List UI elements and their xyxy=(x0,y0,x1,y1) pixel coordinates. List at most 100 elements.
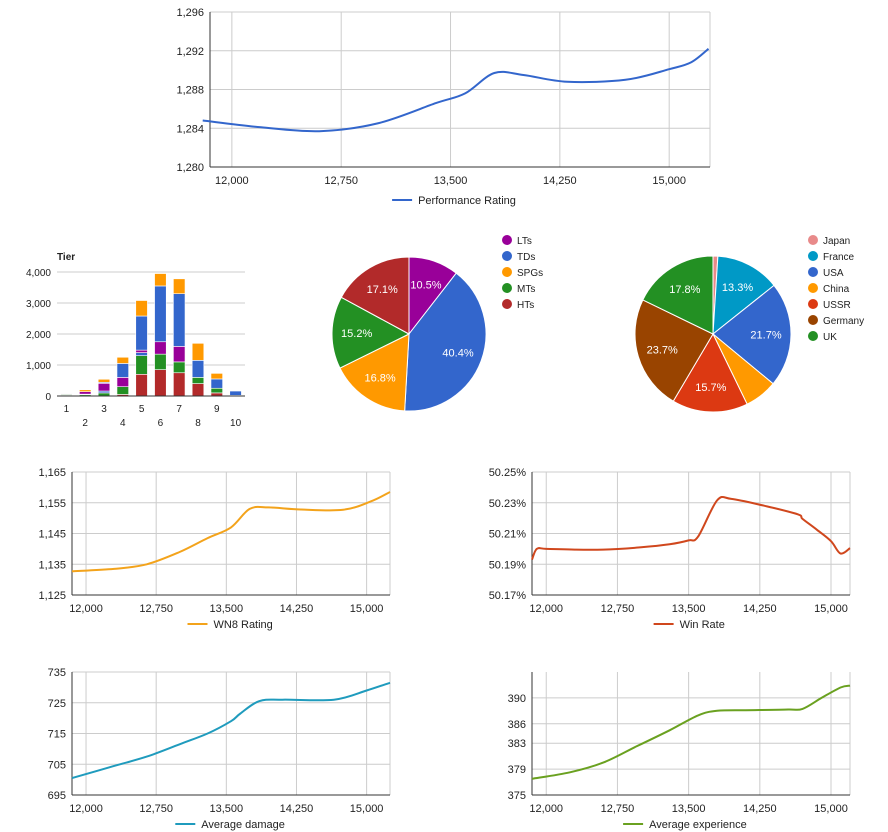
bar-segment xyxy=(135,352,148,357)
pie-chart-2: 10.5% 40.4% 16.8% 15.2% 17.1% LTs TDs SPGs MTs HT… xyxy=(331,235,543,412)
bar-segment xyxy=(135,349,148,353)
x-tick-label: 14,250 xyxy=(280,803,314,815)
x-tick-label: 12,750 xyxy=(139,603,173,615)
y-tick-label: 386 xyxy=(508,719,526,731)
bar-segment xyxy=(173,278,186,295)
y-tick-label: 50.17% xyxy=(489,590,527,602)
pie-slice xyxy=(712,255,775,336)
y-tick-label: 4,000 xyxy=(26,268,51,279)
x-tick-label: 12,000 xyxy=(69,803,103,815)
slice-label: 13.3% xyxy=(722,282,753,294)
y-tick-label: 50.21% xyxy=(489,529,527,541)
x-tick-label: 5 xyxy=(139,404,145,415)
x-tick-label: 1 xyxy=(64,404,70,415)
x-tick-label: 10 xyxy=(230,418,242,429)
bar-segment xyxy=(173,293,186,347)
legend-swatch xyxy=(808,315,818,325)
x-tick-label: 13,500 xyxy=(434,175,468,187)
chart-title: Tier xyxy=(57,252,75,263)
bar-segment xyxy=(154,285,167,343)
bar-segment xyxy=(97,382,111,392)
x-tick-label: 6 xyxy=(158,418,164,429)
slice-label: 17.8% xyxy=(669,284,700,296)
slice-label: 40.4% xyxy=(442,347,473,359)
x-tick-label: 12,000 xyxy=(69,603,103,615)
line-chart-7: 375 379 383 386 390 12,000 12,750 13,500 14,250 1… xyxy=(508,672,851,831)
x-tick-label: 3 xyxy=(101,404,107,415)
y-tick-label: 1,000 xyxy=(26,361,51,372)
bar-segment xyxy=(154,341,167,355)
x-tick-label: 14,250 xyxy=(743,803,777,815)
legend-label: Win Rate xyxy=(680,619,725,631)
bar-segment xyxy=(135,373,148,397)
pie-slice xyxy=(340,256,410,335)
bar-segment xyxy=(116,356,129,364)
x-tick-label: 13,500 xyxy=(672,603,706,615)
legend: Average experience xyxy=(623,819,747,831)
bar-segment xyxy=(191,360,205,378)
y-tick-label: 50.23% xyxy=(489,498,527,510)
bar-segment xyxy=(135,315,148,351)
y-tick-label: 1,292 xyxy=(176,46,204,58)
x-tick-label: 2 xyxy=(82,418,88,429)
bar-segment xyxy=(116,377,129,387)
bar-segment xyxy=(173,346,186,363)
series-line xyxy=(71,491,391,573)
legend-label: Average experience xyxy=(649,819,747,831)
legend-swatch xyxy=(502,299,512,309)
legend-label: USA xyxy=(823,268,844,279)
legend: Average damage xyxy=(175,819,285,831)
legend-label: Performance Rating xyxy=(418,195,516,207)
x-tick-label: 14,250 xyxy=(543,175,577,187)
pie-slice xyxy=(642,255,714,335)
y-tick-label: 1,125 xyxy=(38,590,66,602)
x-tick-label: 9 xyxy=(214,404,220,415)
legend-label: LTs xyxy=(517,236,532,247)
legend-swatch xyxy=(502,235,512,245)
x-tick-label: 12,750 xyxy=(139,803,173,815)
x-tick-label: 12,750 xyxy=(601,603,635,615)
pie-slice xyxy=(339,333,410,412)
bar-segment xyxy=(79,391,92,395)
y-tick-label: 1,296 xyxy=(176,7,204,19)
y-tick-label: 0 xyxy=(45,392,51,403)
slice-label: 23.7% xyxy=(647,344,678,356)
x-tick-label: 12,750 xyxy=(601,803,635,815)
legend-label: MTs xyxy=(517,284,535,295)
legend: Win Rate xyxy=(653,619,725,631)
x-tick-label: 14,250 xyxy=(743,603,777,615)
legend: WN8 Rating xyxy=(187,619,273,631)
y-tick-label: 695 xyxy=(48,790,66,802)
legend-swatch xyxy=(502,267,512,277)
legend-label: WN8 Rating xyxy=(214,619,273,631)
bar-segment xyxy=(191,342,205,361)
bar-segment xyxy=(154,353,167,370)
bar-segment xyxy=(191,383,205,397)
bar-segment xyxy=(173,372,186,397)
series-line xyxy=(531,684,851,780)
legend: Performance Rating xyxy=(392,195,516,207)
bar-segment xyxy=(135,300,148,317)
x-tick-label: 12,000 xyxy=(215,175,249,187)
series-line xyxy=(202,48,710,133)
legend: LTs TDs SPGs MTs HTs xyxy=(502,235,543,311)
legend-label: Average damage xyxy=(201,819,285,831)
bar-segment xyxy=(173,361,186,374)
slice-label: 15.7% xyxy=(695,382,726,394)
y-tick-label: 3,000 xyxy=(26,299,51,310)
stacked-bar-chart-1: Tier 0 1,000 2,000 3,000 4,000 1 2 3 4 5 6 7 8 9 10 xyxy=(26,252,245,429)
legend-swatch xyxy=(808,283,818,293)
y-tick-label: 383 xyxy=(508,738,526,750)
x-tick-label: 15,000 xyxy=(814,803,848,815)
legend-label: SPGs xyxy=(517,268,543,279)
series-line xyxy=(71,681,391,780)
x-tick-label: 13,500 xyxy=(209,803,243,815)
y-tick-label: 705 xyxy=(48,759,66,771)
x-tick-label: 14,250 xyxy=(280,603,314,615)
x-tick-label: 13,500 xyxy=(209,603,243,615)
y-tick-label: 1,135 xyxy=(38,559,66,571)
legend-swatch xyxy=(808,235,818,245)
legend-swatch xyxy=(808,251,818,261)
slice-label: 17.1% xyxy=(367,284,398,296)
legend-label: France xyxy=(823,252,855,263)
